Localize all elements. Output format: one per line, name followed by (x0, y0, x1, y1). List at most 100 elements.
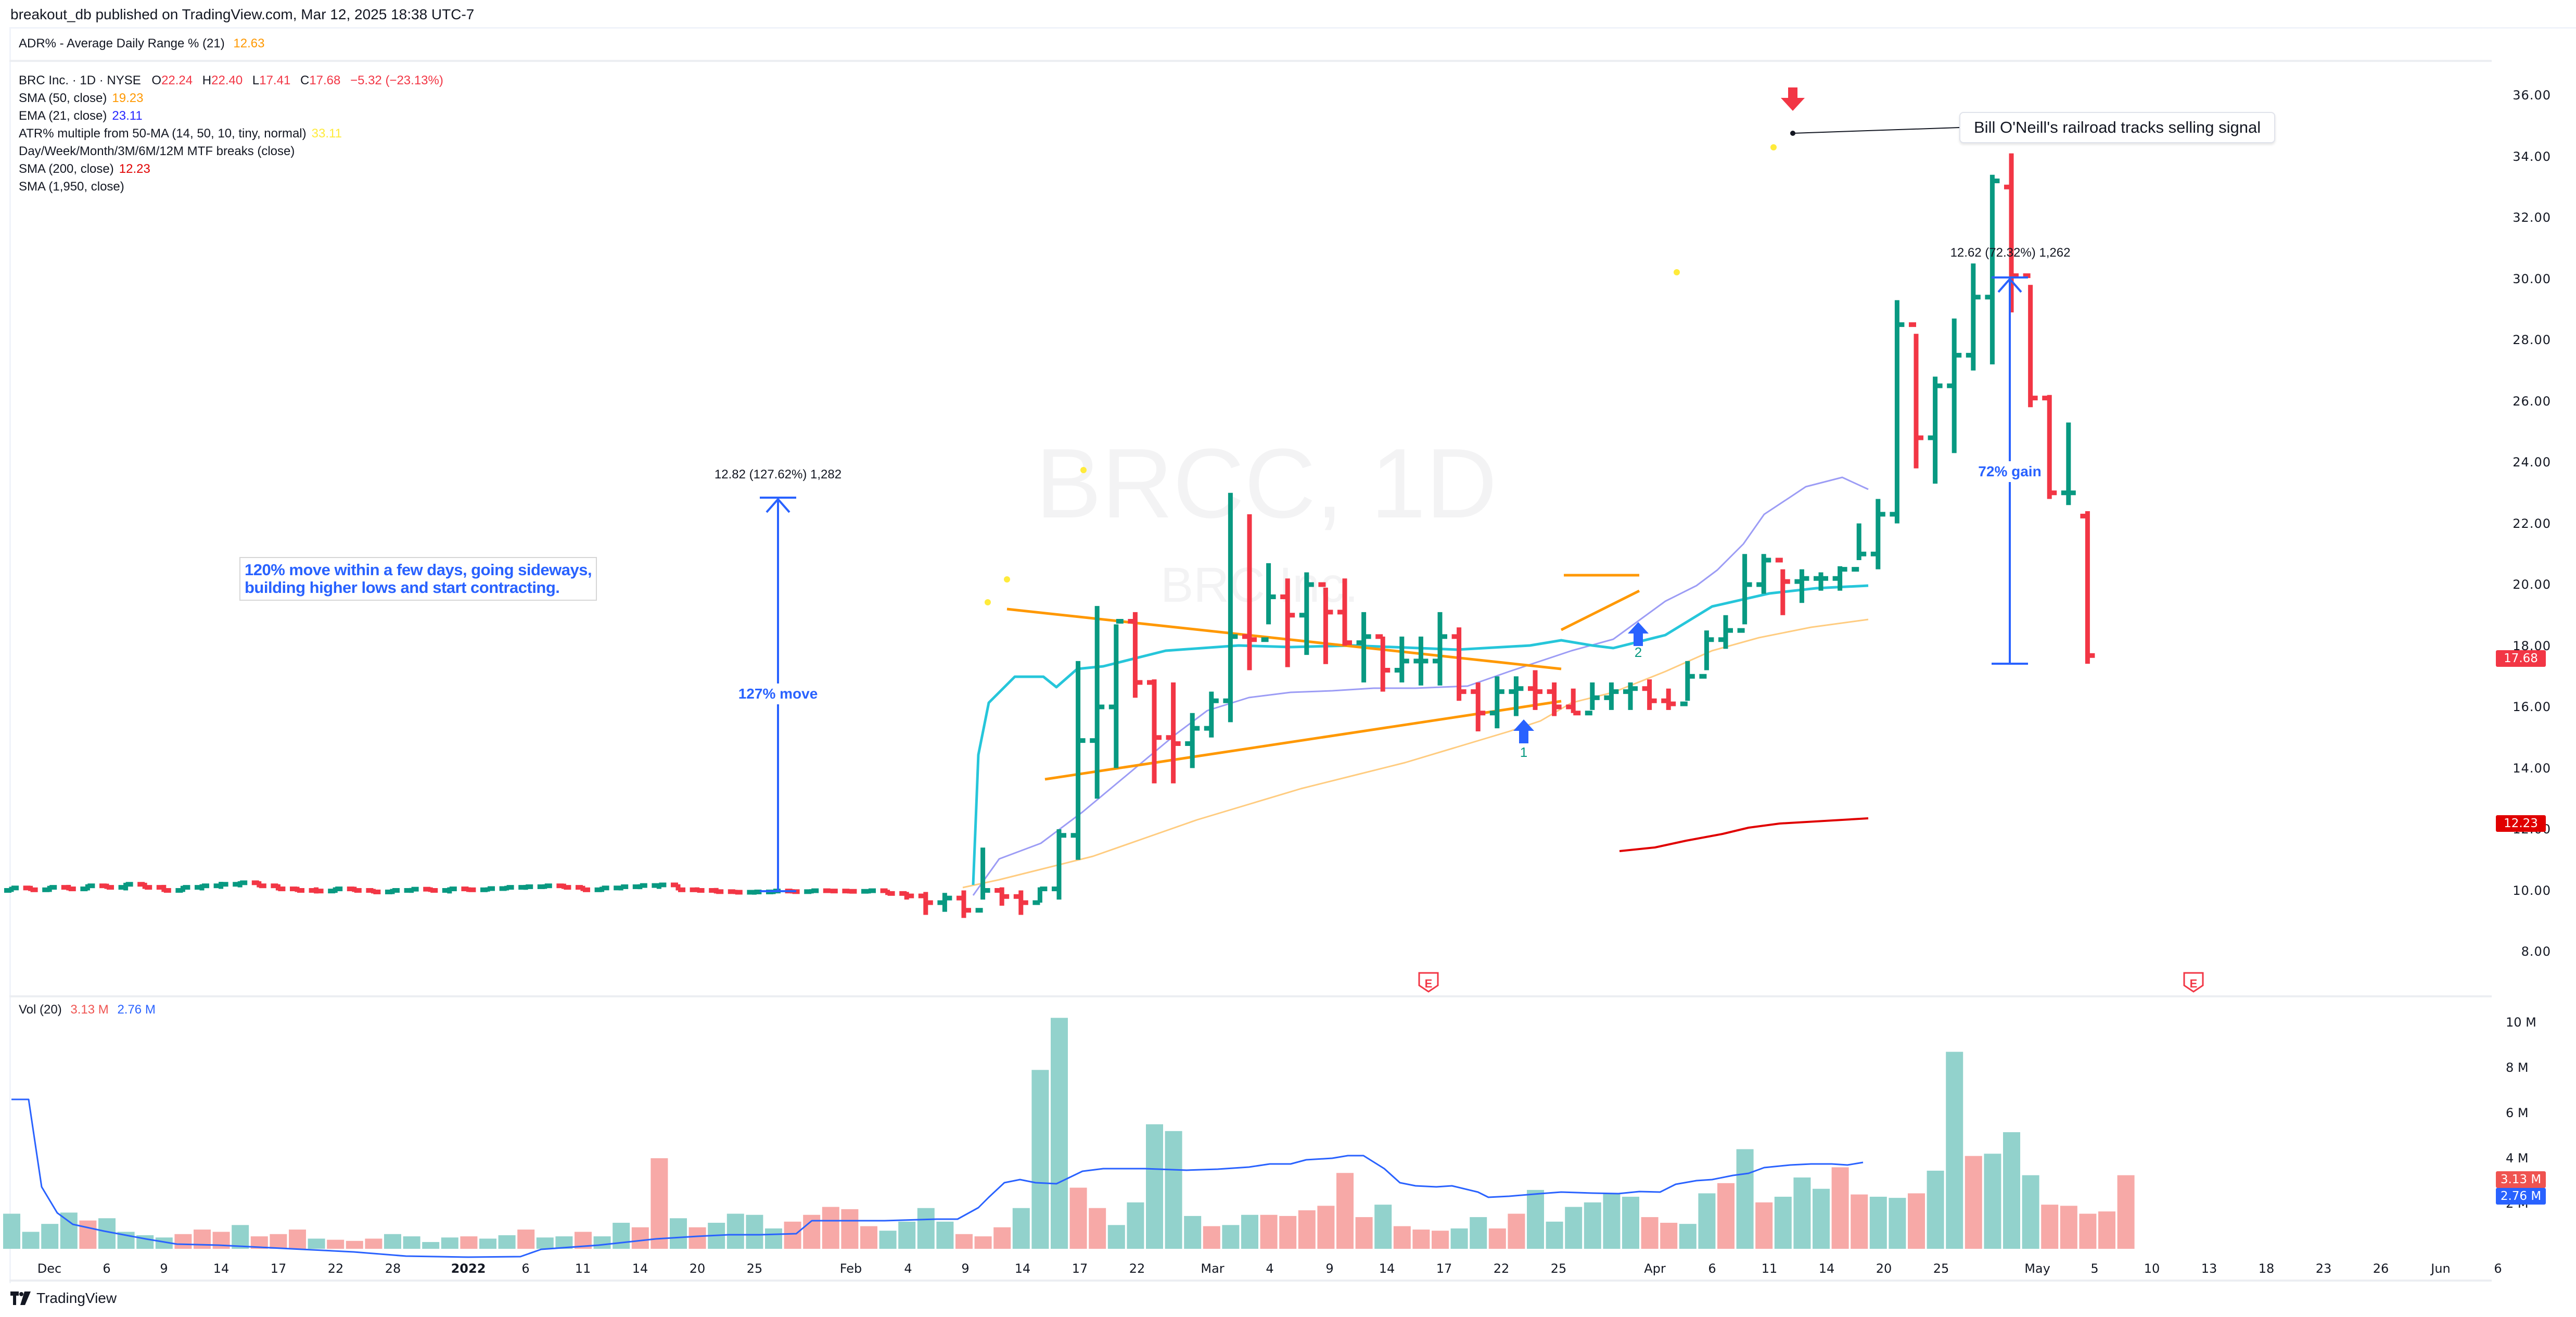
volume-bar (1679, 1224, 1697, 1249)
volume-bar (194, 1230, 211, 1249)
published-byline: breakout_db published on TradingView.com… (10, 6, 475, 22)
time-axis-label: 10 (2144, 1261, 2160, 1276)
volume-bar (2079, 1213, 2097, 1249)
note-annotation[interactable]: 120% move within a few days, going sidew… (239, 557, 597, 601)
indicator-label: EMA (21, close) (19, 109, 107, 123)
volume-bar (327, 1239, 345, 1249)
time-axis[interactable]: Dec 6 9 14 17 22 28 2022 6 11 14 20 25 Feb 4 9 14 17 22 Mar… (0, 1257, 2502, 1278)
volume-pane-separator[interactable] (9, 995, 2492, 997)
bottom-border (9, 1280, 2492, 1282)
earnings-marker[interactable]: E (2183, 972, 2204, 993)
volume-bar (1755, 1202, 1773, 1249)
last-price-badge: 17.68 (2496, 650, 2546, 667)
indicator-label: SMA (50, close) (19, 91, 107, 105)
volume-bar (613, 1222, 630, 1249)
price-axis[interactable]: 36.00 34.00 32.00 30.00 28.00 26.00 24.00 22.00… (2493, 79, 2576, 995)
volume-label: Vol (20) (19, 1003, 62, 1017)
footer-brand-label: TradingView (36, 1290, 117, 1306)
footer-brand[interactable]: TradingView (10, 1290, 117, 1307)
volume-bar (917, 1208, 935, 1249)
callout-anchor-dot (1790, 131, 1795, 136)
time-axis-label: May (2024, 1261, 2050, 1276)
time-axis-label: 14 (632, 1261, 648, 1276)
indicator-ema21-row[interactable]: EMA (21, close) 23.11 (19, 107, 443, 125)
price-axis-tick: 22.00 (2513, 516, 2551, 531)
close-value: 17.68 (309, 73, 341, 87)
volume-axis-tick: 6 M (2506, 1106, 2529, 1120)
price-axis-tick: 24.00 (2513, 455, 2551, 470)
atr-signal-dot (1674, 269, 1680, 275)
volume-axis-tick: 8 M (2506, 1060, 2529, 1075)
volume-bar (517, 1230, 535, 1249)
volume-bar (1355, 1217, 1373, 1249)
volume-bar (1336, 1173, 1354, 1249)
time-axis-label: 28 (385, 1261, 401, 1276)
volume-bar (1965, 1156, 1982, 1249)
volume-bar (232, 1225, 249, 1249)
atr-signal-dot (1770, 144, 1777, 150)
time-axis-label: 22 (1129, 1261, 1145, 1276)
earnings-marker[interactable]: E (1418, 972, 1439, 993)
volume-bar (1012, 1208, 1030, 1249)
indicator-sma50-row[interactable]: SMA (50, close) 19.23 (19, 90, 443, 107)
price-axis-tick: 16.00 (2513, 700, 2551, 714)
price-axis-tick: 36.00 (2513, 88, 2551, 103)
high-label: H (202, 73, 212, 87)
indicator-mtf-row[interactable]: Day/Week/Month/3M/6M/12M MTF breaks (clo… (19, 143, 443, 160)
symbol-name: BRC Inc. · 1D · NYSE (19, 73, 141, 87)
time-axis-label: 25 (1550, 1261, 1567, 1276)
pane-separator[interactable] (9, 60, 2492, 62)
sma200-line (1619, 817, 1869, 852)
volume-value: 3.13 M (70, 1003, 109, 1017)
volume-bar (289, 1230, 306, 1249)
volume-bar (765, 1228, 782, 1249)
volume-bar (155, 1237, 173, 1249)
volume-bar (631, 1227, 649, 1249)
time-axis-label: 20 (1876, 1261, 1892, 1276)
open-value: 22.24 (161, 73, 193, 87)
time-axis-label: 18 (2258, 1261, 2275, 1276)
low-value: 17.41 (259, 73, 291, 87)
volume-bar (1793, 1177, 1811, 1249)
volume-bar (670, 1218, 687, 1249)
volume-bar (1736, 1149, 1754, 1249)
volume-bar (593, 1236, 611, 1249)
volume-bar (41, 1224, 59, 1249)
volume-bar (974, 1236, 992, 1249)
arrow-down-sell-icon (1781, 87, 1805, 111)
time-axis-label: 11 (575, 1261, 591, 1276)
volume-bar (460, 1236, 478, 1249)
volume-bar (1488, 1228, 1506, 1249)
volume-bar (1470, 1217, 1487, 1249)
adr-value: 12.63 (233, 36, 265, 50)
earnings-marker-label: E (1425, 977, 1433, 990)
time-axis-label: 25 (746, 1261, 763, 1276)
price-axis-tick: 20.00 (2513, 577, 2551, 592)
volume-bar (1717, 1183, 1735, 1249)
volume-bar (479, 1238, 496, 1249)
volume-bar (1432, 1231, 1449, 1249)
indicator-atr-row[interactable]: ATR% multiple from 50-MA (14, 50, 10, ti… (19, 125, 443, 143)
volume-bar (1565, 1207, 1583, 1249)
volume-bar (1851, 1194, 1868, 1249)
volume-bar (1260, 1214, 1278, 1249)
volume-bar (1393, 1226, 1411, 1249)
time-axis-label: 4 (904, 1261, 912, 1276)
volume-bar (1774, 1196, 1792, 1249)
volume-bar (1698, 1193, 1716, 1249)
volume-bar (1374, 1205, 1392, 1249)
volume-bar (1165, 1131, 1182, 1249)
time-axis-label: 17 (1072, 1261, 1088, 1276)
volume-legend[interactable]: Vol (20) 3.13 M 2.76 M (19, 1003, 156, 1017)
indicator-sma1950-row[interactable]: SMA (1,950, close) (19, 178, 443, 196)
symbol-ohlc-row[interactable]: BRC Inc. · 1D · NYSE O22.24 H22.40 L17.4… (19, 72, 443, 90)
callout-railroad-tracks[interactable]: Bill O'Neill's railroad tracks selling s… (1959, 112, 2276, 143)
arrow-2-label: 2 (1634, 644, 1642, 660)
indicator-sma200-row[interactable]: SMA (200, close) 12.23 (19, 160, 443, 178)
adr-indicator-row[interactable]: ADR% - Average Daily Range % (21) 12.63 (19, 36, 264, 51)
change-value: −5.32 (−23.13%) (350, 73, 443, 87)
price-axis-tick: 28.00 (2513, 333, 2551, 347)
volume-bar (936, 1221, 954, 1249)
time-axis-label: 6 (521, 1261, 530, 1276)
